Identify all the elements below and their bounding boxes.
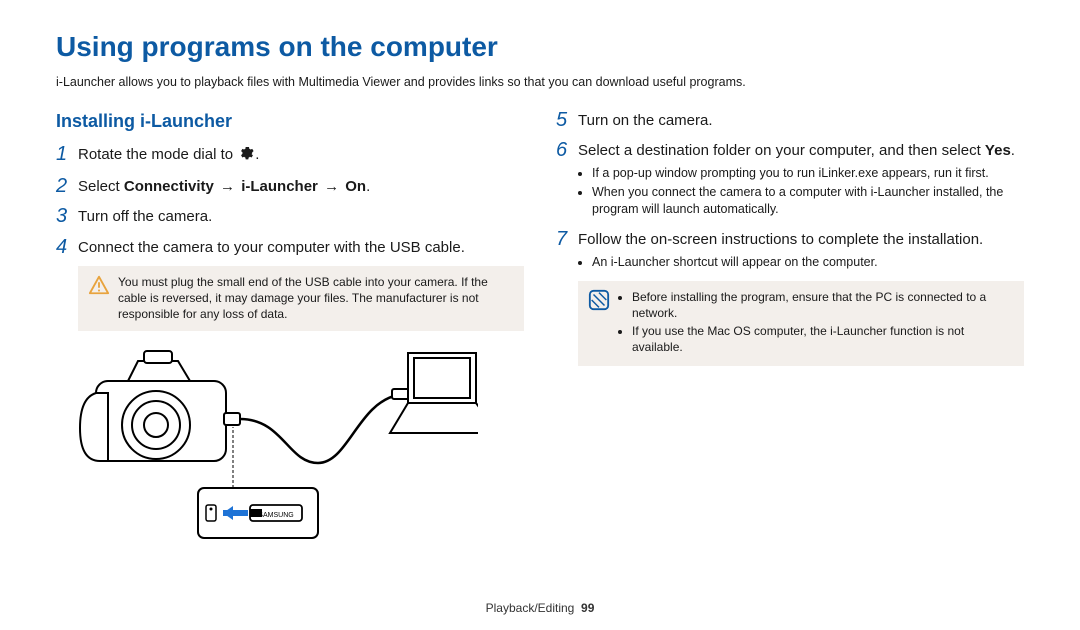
- step-text: .: [366, 178, 370, 195]
- step: 1 Rotate the mode dial to .: [56, 143, 524, 167]
- step-text: Rotate the mode dial to: [78, 146, 237, 163]
- page-title: Using programs on the computer: [56, 28, 1024, 66]
- step-text-bold: i-Launcher: [241, 178, 318, 195]
- step: 3 Turn off the camera.: [56, 205, 524, 227]
- manual-page: Using programs on the computer i-Launche…: [0, 0, 1080, 630]
- step-text: .: [1011, 142, 1015, 159]
- info-note: Before installing the program, ensure th…: [578, 281, 1024, 366]
- info-text: Before installing the program, ensure th…: [618, 289, 1014, 358]
- page-footer: Playback/Editing 99: [0, 600, 1080, 616]
- sub-bullets: An i-Launcher shortcut will appear on th…: [578, 254, 983, 271]
- gear-icon: [238, 145, 254, 167]
- step-text: Follow the on-screen instructions to com…: [578, 231, 983, 248]
- info-icon: [588, 289, 610, 311]
- section-heading: Installing i-Launcher: [56, 109, 524, 133]
- step-body: Follow the on-screen instructions to com…: [578, 228, 983, 273]
- step-number: 5: [556, 109, 578, 131]
- left-column: Installing i-Launcher 1 Rotate the mode …: [56, 109, 524, 548]
- step-text-bold: Yes: [985, 142, 1011, 159]
- step: 6 Select a destination folder on your co…: [556, 139, 1024, 220]
- info-bullet: Before installing the program, ensure th…: [632, 289, 1014, 321]
- warning-text: You must plug the small end of the USB c…: [118, 274, 514, 323]
- two-column-layout: Installing i-Launcher 1 Rotate the mode …: [56, 109, 1024, 548]
- right-column: 5 Turn on the camera. 6 Select a destina…: [556, 109, 1024, 548]
- arrow: →: [318, 178, 345, 195]
- step-number: 3: [56, 205, 78, 227]
- step-text: Select a destination folder on your comp…: [578, 142, 985, 159]
- step-number: 4: [56, 236, 78, 258]
- step-text: Turn on the camera.: [578, 112, 713, 129]
- step-text: Connect the camera to your computer with…: [78, 239, 465, 256]
- footer-section: Playback/Editing: [486, 601, 575, 615]
- step-text-bold: Connectivity: [124, 178, 214, 195]
- step: 4 Connect the camera to your computer wi…: [56, 236, 524, 258]
- footer-page-number: 99: [581, 601, 594, 615]
- sub-bullet: If a pop-up window prompting you to run …: [592, 165, 1024, 182]
- warning-note: You must plug the small end of the USB c…: [78, 266, 524, 331]
- step-body: Turn on the camera.: [578, 109, 713, 131]
- step-body: Connect the camera to your computer with…: [78, 236, 465, 258]
- sub-bullet: When you connect the camera to a compute…: [592, 184, 1024, 218]
- svg-text:SAMSUNG: SAMSUNG: [258, 512, 293, 519]
- arrow: →: [214, 178, 241, 195]
- step-number: 2: [56, 175, 78, 197]
- step-text: Select: [78, 178, 124, 195]
- sub-bullet: An i-Launcher shortcut will appear on th…: [592, 254, 983, 271]
- step-text-bold: On: [345, 178, 366, 195]
- step-number: 6: [556, 139, 578, 220]
- step: 5 Turn on the camera.: [556, 109, 1024, 131]
- sub-bullets: If a pop-up window prompting you to run …: [578, 165, 1024, 218]
- step-text: .: [255, 146, 259, 163]
- step-number: 7: [556, 228, 578, 273]
- step-body: Select Connectivity → i-Launcher → On.: [78, 175, 370, 197]
- step-number: 1: [56, 143, 78, 167]
- step-text: Turn off the camera.: [78, 208, 212, 225]
- step-body: Select a destination folder on your comp…: [578, 139, 1024, 220]
- step: 7 Follow the on-screen instructions to c…: [556, 228, 1024, 273]
- intro-text: i-Launcher allows you to playback files …: [56, 74, 1024, 91]
- info-bullet: If you use the Mac OS computer, the i-La…: [632, 323, 1014, 355]
- step-body: Rotate the mode dial to .: [78, 143, 259, 167]
- connection-illustration: SAMSUNG: [78, 343, 524, 548]
- step-body: Turn off the camera.: [78, 205, 212, 227]
- step: 2 Select Connectivity → i-Launcher → On.: [56, 175, 524, 197]
- warning-icon: [88, 274, 110, 296]
